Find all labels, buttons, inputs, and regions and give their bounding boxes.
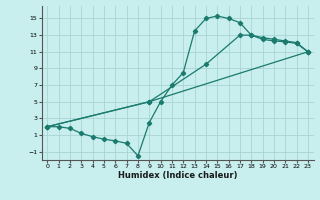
X-axis label: Humidex (Indice chaleur): Humidex (Indice chaleur) [118, 171, 237, 180]
